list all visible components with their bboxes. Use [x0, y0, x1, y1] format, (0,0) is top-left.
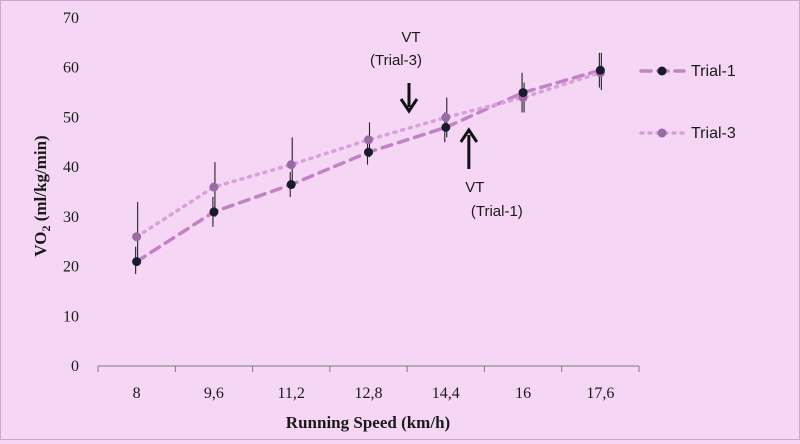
data-point-trial-3 [209, 182, 219, 192]
x-axis-ticks: 8 9,6 11,2 12,8 14,4 16 17,6 [97, 366, 640, 402]
vt-annotations: VT (Trial-3) VT (Trial-1) [370, 29, 523, 220]
y-tick-label: 60 [63, 60, 79, 77]
vt-trial-label: (Trial-1) [471, 203, 523, 220]
y-tick-label: 50 [63, 109, 79, 126]
y-axis-ticks: 0 10 20 30 40 50 60 70 [63, 10, 79, 375]
data-point-trial-1 [441, 122, 451, 132]
data-point-trial-1 [286, 180, 296, 190]
data-point-trial-1 [132, 257, 142, 267]
series-line-trial-1 [134, 68, 603, 264]
x-tick-label: 17,6 [586, 385, 614, 402]
y-tick-label: 10 [63, 308, 79, 325]
series-lines [134, 68, 603, 264]
error-bars [135, 52, 602, 275]
data-point-trial-1 [364, 147, 373, 157]
data-point-trial-3 [364, 135, 373, 145]
y-tick-label: 0 [71, 358, 79, 375]
vt-arrow-head [459, 127, 479, 143]
x-tick-label: 9,6 [204, 385, 224, 402]
y-tick-label: 20 [63, 259, 79, 276]
vt-trial-label: (Trial-3) [370, 52, 422, 69]
legend-label-trial-3: Trial-3 [691, 125, 736, 142]
data-points [132, 65, 605, 267]
vt-label: VT [465, 179, 484, 196]
legend-label-trial-1: Trial-1 [691, 63, 736, 80]
vt-label: VT [401, 29, 420, 46]
legend-marker-trial-1 [657, 66, 667, 76]
data-point-trial-1 [595, 65, 605, 75]
y-tick-label: 40 [63, 159, 79, 176]
x-tick-label: 12,8 [355, 385, 383, 402]
vt-arrow-head [399, 98, 419, 114]
data-point-trial-3 [132, 232, 142, 242]
data-point-trial-1 [209, 207, 219, 217]
y-tick-label: 30 [63, 209, 79, 226]
x-tick-label: 8 [133, 385, 141, 402]
legend: Trial-1 Trial-3 [639, 63, 736, 142]
x-tick-label: 14,4 [432, 385, 460, 402]
data-point-trial-3 [286, 160, 296, 170]
data-point-trial-1 [518, 88, 528, 98]
y-tick-label: 70 [63, 10, 79, 27]
x-tick-label: 11,2 [278, 385, 305, 402]
legend-marker-trial-3 [657, 128, 667, 138]
x-tick-label: 16 [515, 385, 531, 402]
data-point-trial-3 [441, 112, 451, 122]
y-axis-title: VO2 (ml/kg/min) [31, 135, 53, 256]
x-axis-title: Running Speed (km/h) [286, 413, 450, 432]
